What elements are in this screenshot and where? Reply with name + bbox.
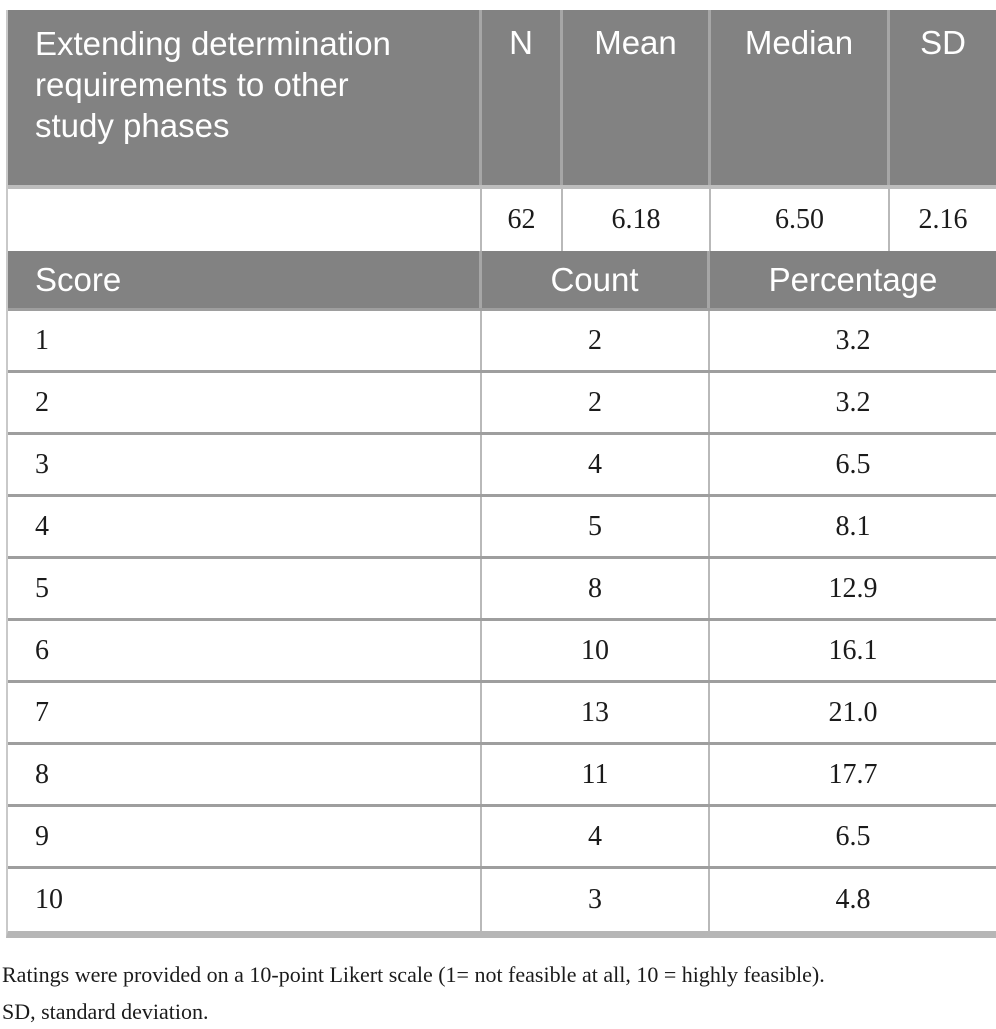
stats-label-cell xyxy=(8,189,482,251)
table-row: 10 3 4.8 xyxy=(8,869,996,931)
table-row: 8 11 17.7 xyxy=(8,745,996,807)
score-value: 8 xyxy=(8,745,482,804)
column-header-median: Median xyxy=(711,10,890,185)
score-value: 10 xyxy=(8,869,482,931)
score-value: 4 xyxy=(8,497,482,556)
percentage-value: 21.0 xyxy=(828,696,878,728)
score-value: 1 xyxy=(8,311,482,370)
percentage-value: 3.2 xyxy=(835,386,871,418)
column-header-percentage: Percentage xyxy=(768,260,938,298)
score-value: 7 xyxy=(8,683,482,742)
percentage-value: 6.5 xyxy=(835,820,871,852)
column-header-mean: Mean xyxy=(563,10,711,185)
stats-n-value: 62 xyxy=(482,189,563,251)
footnote-likert-scale: Ratings were provided on a 10-point Like… xyxy=(2,962,825,987)
table-row: 7 13 21.0 xyxy=(8,683,996,745)
table-footnote: Ratings were provided on a 10-point Like… xyxy=(2,956,996,1029)
percentage-value: 16.1 xyxy=(828,634,878,666)
count-value: 11 xyxy=(482,745,710,804)
column-header-count: Count xyxy=(482,251,710,308)
score-value: 5 xyxy=(8,559,482,618)
score-header-row: Score Count Percentage xyxy=(8,251,996,311)
table-row: 5 8 12.9 xyxy=(8,559,996,621)
score-value: 3 xyxy=(8,435,482,494)
table-header-row: Extending determination requirements to … xyxy=(8,10,996,189)
footnote-sd-definition: SD, standard deviation. xyxy=(2,999,209,1024)
stats-sd-value: 2.16 xyxy=(918,204,968,235)
count-value: 4 xyxy=(482,435,710,494)
count-value: 13 xyxy=(482,683,710,742)
count-value: 8 xyxy=(482,559,710,618)
summary-stats-row: 62 6.18 6.50 2.16 xyxy=(8,189,996,251)
count-value: 2 xyxy=(482,311,710,370)
percentage-value: 8.1 xyxy=(835,510,871,542)
feasibility-stats-table: Extending determination requirements to … xyxy=(6,10,996,938)
score-value: 2 xyxy=(8,373,482,432)
percentage-value: 3.2 xyxy=(835,324,871,356)
score-value: 6 xyxy=(8,621,482,680)
table-row: 4 5 8.1 xyxy=(8,497,996,559)
table-row: 2 2 3.2 xyxy=(8,373,996,435)
table-row: 6 10 16.1 xyxy=(8,621,996,683)
stats-mean-value: 6.18 xyxy=(563,189,711,251)
count-value: 2 xyxy=(482,373,710,432)
table-row: 1 2 3.2 xyxy=(8,311,996,373)
percentage-value: 4.8 xyxy=(835,884,871,915)
score-value: 9 xyxy=(8,807,482,866)
column-header-n: N xyxy=(482,10,563,185)
table-row: 9 4 6.5 xyxy=(8,807,996,869)
count-value: 5 xyxy=(482,497,710,556)
table-title: Extending determination requirements to … xyxy=(35,25,391,144)
column-header-sd: SD xyxy=(920,24,966,61)
percentage-value: 12.9 xyxy=(828,572,878,604)
count-value: 10 xyxy=(482,621,710,680)
count-value: 3 xyxy=(482,869,710,931)
count-value: 4 xyxy=(482,807,710,866)
table-title-cell: Extending determination requirements to … xyxy=(8,10,482,185)
table-row: 3 4 6.5 xyxy=(8,435,996,497)
percentage-value: 6.5 xyxy=(835,448,871,480)
stats-median-value: 6.50 xyxy=(711,189,890,251)
percentage-value: 17.7 xyxy=(828,758,878,790)
column-header-score: Score xyxy=(8,251,482,308)
